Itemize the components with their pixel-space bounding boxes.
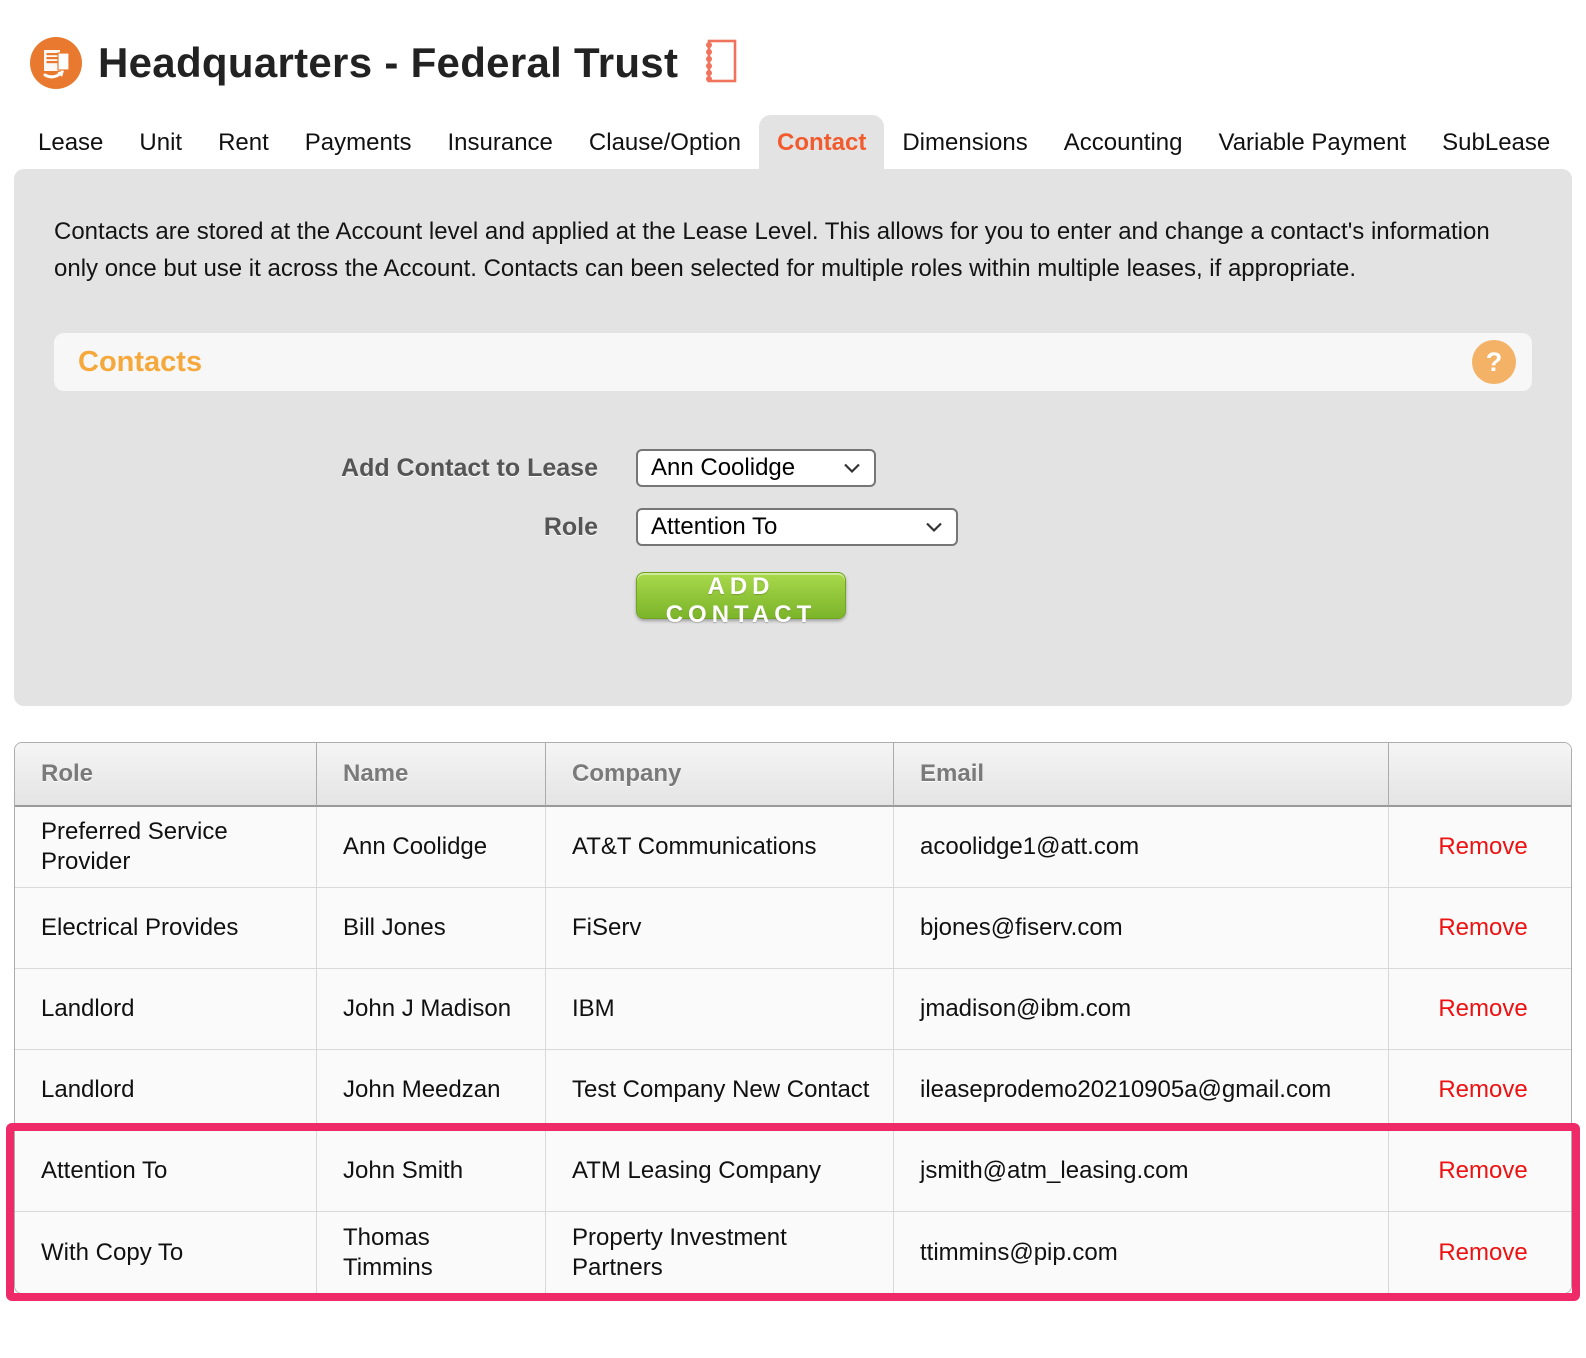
role-cell: Electrical Provides — [15, 888, 317, 970]
remove-link[interactable]: Remove — [1438, 1157, 1528, 1185]
action-cell: Remove — [1389, 1050, 1571, 1132]
tab-payments[interactable]: Payments — [304, 129, 412, 156]
table-row: Attention To John Smith ATM Leasing Comp… — [15, 1131, 1571, 1213]
add-contact-to-lease-label: Add Contact to Lease — [341, 453, 598, 482]
table-row: Landlord John J Madison IBM jmadison@ibm… — [15, 969, 1571, 1051]
email-cell: bjones@fiserv.com — [894, 888, 1389, 970]
email-cell: ileaseprodemo20210905a@gmail.com — [894, 1050, 1389, 1132]
table-row: Electrical Provides Bill Jones FiServ bj… — [15, 888, 1571, 970]
tab-clause-option[interactable]: Clause/Option — [588, 129, 741, 156]
role-cell: Landlord — [15, 969, 317, 1051]
role-select[interactable]: Attention To — [636, 508, 958, 547]
name-cell: Ann Coolidge — [317, 807, 546, 889]
company-cell: Test Company New Contact — [546, 1050, 894, 1132]
contacts-table: Role Name Company Email Preferred Servic… — [15, 743, 1571, 1294]
table-row: Preferred Service Provider Ann Coolidge … — [15, 807, 1571, 889]
remove-link[interactable]: Remove — [1438, 914, 1528, 942]
company-cell: AT&T Communications — [546, 807, 894, 889]
action-cell: Remove — [1389, 969, 1571, 1051]
name-cell: John J Madison — [317, 969, 546, 1051]
role-cell: Landlord — [15, 1050, 317, 1132]
add-contact-form: Add Contact to Lease Ann Coolidge Role A… — [54, 449, 1532, 628]
tab-sublease[interactable]: SubLease — [1442, 129, 1551, 156]
company-cell: FiServ — [546, 888, 894, 970]
help-icon[interactable]: ? — [1472, 340, 1516, 385]
table-header-row: Role Name Company Email — [15, 743, 1571, 808]
name-cell: Bill Jones — [317, 888, 546, 970]
tab-contact[interactable]: Contact — [759, 115, 885, 169]
page-title: Headquarters - Federal Trust — [98, 38, 679, 86]
column-header-action — [1389, 743, 1571, 808]
column-header-company: Company — [546, 743, 894, 808]
action-cell: Remove — [1389, 1131, 1571, 1213]
remove-link[interactable]: Remove — [1438, 833, 1528, 861]
contacts-section-title: Contacts — [78, 345, 203, 378]
tab-dimensions[interactable]: Dimensions — [902, 129, 1028, 156]
lease-app-logo-icon — [30, 36, 82, 89]
name-cell: Thomas Timmins — [317, 1212, 546, 1294]
table-row: Landlord John Meedzan Test Company New C… — [15, 1050, 1571, 1132]
company-cell: ATM Leasing Company — [546, 1131, 894, 1213]
action-cell: Remove — [1389, 888, 1571, 970]
role-label: Role — [543, 512, 598, 541]
tab-variable-payment[interactable]: Variable Payment — [1218, 129, 1407, 156]
company-cell: IBM — [546, 969, 894, 1051]
name-cell: John Meedzan — [317, 1050, 546, 1132]
action-cell: Remove — [1389, 1212, 1571, 1294]
chevron-down-icon — [828, 461, 862, 475]
column-header-role: Role — [15, 743, 317, 808]
column-header-name: Name — [317, 743, 546, 808]
page-header: Headquarters - Federal Trust — [0, 0, 1586, 93]
name-cell: John Smith — [317, 1131, 546, 1213]
contact-tab-panel: Contacts are stored at the Account level… — [14, 169, 1572, 707]
email-cell: acoolidge1@att.com — [894, 807, 1389, 889]
column-header-email: Email — [894, 743, 1389, 808]
role-cell: With Copy To — [15, 1212, 317, 1294]
remove-link[interactable]: Remove — [1438, 1076, 1528, 1104]
tab-rent[interactable]: Rent — [218, 129, 269, 156]
role-cell: Attention To — [15, 1131, 317, 1213]
contact-select-value: Ann Coolidge — [651, 454, 796, 482]
email-cell: jsmith@atm_leasing.com — [894, 1131, 1389, 1213]
chevron-down-icon — [910, 520, 944, 534]
tab-lease[interactable]: Lease — [38, 129, 104, 156]
role-cell: Preferred Service Provider — [15, 807, 317, 889]
contacts-section-header: Contacts ? — [54, 333, 1532, 392]
email-cell: ttimmins@pip.com — [894, 1212, 1389, 1294]
contacts-table-wrap: Role Name Company Email Preferred Servic… — [6, 742, 1580, 1302]
role-select-value: Attention To — [651, 513, 778, 541]
company-cell: Property Investment Partners — [546, 1212, 894, 1294]
add-contact-button[interactable]: ADD CONTACT — [636, 572, 846, 628]
tab-unit[interactable]: Unit — [139, 129, 183, 156]
contact-select[interactable]: Ann Coolidge — [636, 449, 876, 488]
tab-accounting[interactable]: Accounting — [1063, 129, 1183, 156]
tab-bar: Lease Unit Rent Payments Insurance Clause/Opt… — [20, 115, 1586, 169]
remove-link[interactable]: Remove — [1438, 1238, 1528, 1266]
remove-link[interactable]: Remove — [1438, 995, 1528, 1023]
action-cell: Remove — [1389, 807, 1571, 889]
email-cell: jmadison@ibm.com — [894, 969, 1389, 1051]
contacts-table-body: Preferred Service Provider Ann Coolidge … — [15, 807, 1571, 1294]
notebook-icon — [700, 36, 740, 93]
intro-text: Contacts are stored at the Account level… — [54, 218, 1490, 283]
table-row: With Copy To Thomas Timmins Property Inv… — [15, 1212, 1571, 1294]
tab-insurance[interactable]: Insurance — [447, 129, 553, 156]
